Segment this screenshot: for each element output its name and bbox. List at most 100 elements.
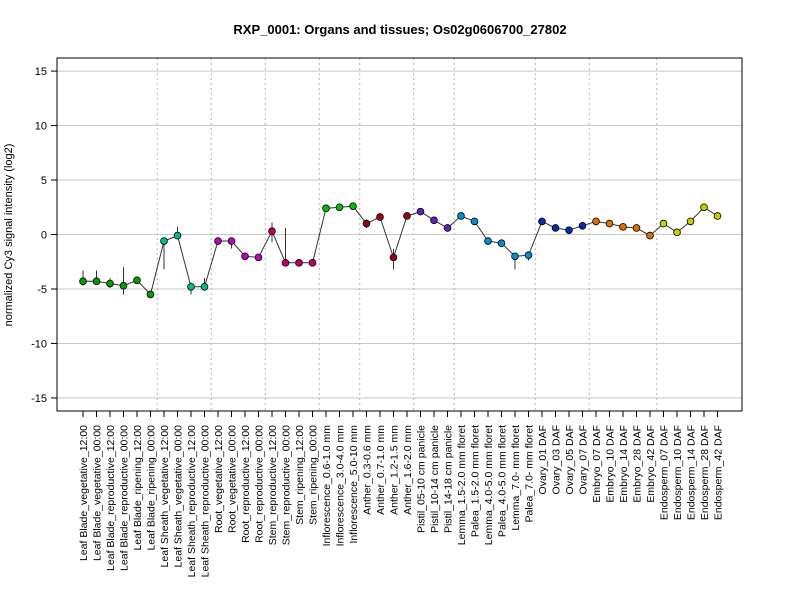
x-tick-label: Root_vegetative_12:00: [213, 425, 225, 533]
x-tick-label: Embryo_10 DAF: [605, 425, 617, 503]
data-point: [416, 207, 425, 216]
x-tick-label: Palea_4.0-5.0 mm floret: [497, 425, 509, 537]
x-tick-label: Stem_reproductive_12:00: [267, 425, 279, 545]
y-tick-label: -10: [31, 338, 47, 350]
series-line-layer: [83, 205, 718, 296]
data-point: [700, 203, 708, 212]
x-tick-label: Leaf Sheath_vegetative_12:00: [159, 425, 171, 568]
data-point: [524, 251, 533, 260]
x-tick-label: Inflorescence_5.0-10 mm: [348, 425, 360, 544]
x-tick-label: Ovary_07 DAF: [578, 425, 590, 494]
x-tick-label: Anther_0.3-0.6 mm: [362, 425, 374, 515]
x-tick-label: Embryo_42 DAF: [645, 425, 657, 503]
x-tick-label: Leaf Blade_vegetative_12:00: [78, 425, 90, 561]
x-tick-label: Inflorescence_3.0-4.0 mm: [335, 425, 347, 547]
y-axis-label: normalized Cy3 signal intensity (log2): [3, 144, 15, 327]
x-tick-label: Pistil_14-18 cm panicle: [443, 425, 455, 533]
data-point: [146, 290, 155, 299]
data-points: [79, 202, 722, 299]
data-point: [173, 231, 182, 240]
x-tick-label: Ovary_03 DAF: [551, 425, 563, 494]
y-tick-label: -15: [31, 393, 47, 405]
x-tick-label: Leaf Blade_vegetative_00:00: [92, 425, 104, 561]
data-point: [673, 228, 681, 237]
x-tick-label: Leaf Sheath_reproductive_00:00: [200, 425, 212, 578]
series-line: [83, 205, 718, 296]
data-point: [592, 217, 600, 226]
grid-layer: [57, 70, 742, 399]
x-tick-label: Leaf Sheath_reproductive_12:00: [186, 425, 198, 578]
data-point: [659, 219, 668, 228]
x-tick-label: Embryo_07 DAF: [591, 425, 603, 503]
x-tick-label: Leaf Blade_reproductive_12:00: [105, 425, 117, 571]
data-point: [443, 224, 452, 232]
data-point: [214, 237, 222, 245]
data-point: [241, 252, 249, 261]
x-tick-label: Embryo_14 DAF: [618, 425, 630, 503]
data-point: [295, 259, 303, 267]
x-tick-label: Leaf Blade_reproductive_00:00: [119, 425, 131, 571]
y-tick-label: -5: [37, 284, 47, 296]
x-tick-label: Endosperm_42 DAF: [713, 425, 725, 520]
data-point: [578, 221, 587, 230]
x-tick-label: Ovary_05 DAF: [564, 425, 576, 494]
data-point: [349, 202, 357, 210]
x-tick-label: Ovary_01 DAF: [537, 425, 549, 494]
data-point: [362, 219, 371, 228]
x-tick-label: Endosperm_07 DAF: [659, 425, 671, 520]
y-tick-label: 10: [35, 121, 47, 133]
data-point: [389, 253, 398, 262]
data-point: [308, 259, 317, 267]
data-point: [403, 212, 411, 220]
y-axis: -15 -10 -5 0 5 10 15: [31, 66, 57, 405]
data-point: [92, 277, 101, 286]
data-point: [268, 227, 276, 236]
data-point: [106, 279, 114, 288]
x-tick-label: Pistil_10-14 cm panicle: [429, 425, 441, 533]
data-point: [187, 282, 195, 291]
x-tick-label: Pistil_05-10 cm panicle: [416, 425, 428, 533]
x-tick-label: Anther_1.6-2.0 mm: [402, 425, 414, 515]
x-tick-label: Leaf Blade_ripening_12:00: [132, 425, 144, 551]
data-point: [119, 281, 128, 290]
data-point: [200, 282, 209, 291]
data-point: [376, 213, 384, 221]
data-point: [430, 216, 438, 225]
data-point: [281, 259, 290, 267]
data-point: [619, 223, 627, 231]
data-point: [335, 203, 344, 212]
data-point: [457, 212, 465, 220]
y-tick-label: 0: [41, 230, 47, 242]
x-tick-label: Stem_reproductive_00:00: [281, 425, 293, 545]
x-tick-label: Leaf Blade_ripening_00:00: [146, 425, 158, 551]
data-point: [133, 276, 141, 285]
y-tick-label: 5: [41, 175, 47, 187]
y-tick-label: 15: [35, 66, 47, 78]
x-tick-label: Stem_ripening_00:00: [308, 425, 320, 525]
chart-title: RXP_0001: Organs and tissues; Os02g06067…: [233, 22, 566, 37]
x-tick-label: Endosperm_28 DAF: [699, 425, 711, 520]
data-point: [551, 224, 560, 232]
x-tick-label: Endosperm_14 DAF: [686, 425, 698, 520]
data-point: [713, 212, 722, 220]
data-point: [646, 231, 654, 240]
data-point: [686, 217, 695, 226]
x-tick-label: Lemma_7.0- mm floret: [510, 425, 522, 531]
x-tick-label: Leaf Sheath_vegetative_00:00: [173, 425, 185, 568]
x-tick-label: Lemma_4.0-5.0 mm floret: [483, 425, 495, 545]
x-tick-label: Palea_1.5-2.0 mm floret: [470, 425, 482, 537]
x-tick-label: Root_vegetative_00:00: [227, 425, 239, 533]
data-point: [632, 224, 641, 232]
error-bars: [82, 203, 718, 297]
data-point: [511, 252, 519, 261]
x-tick-label: Embryo_28 DAF: [632, 425, 644, 503]
x-tick-label: Root_reproductive_12:00: [240, 425, 252, 543]
data-point: [79, 277, 87, 286]
data-point: [227, 237, 236, 245]
data-point: [605, 219, 614, 228]
data-point: [470, 217, 479, 226]
x-tick-label: Inflorescence_0.6-1.0 mm: [321, 425, 333, 547]
data-point: [254, 253, 263, 262]
data-point: [538, 217, 546, 226]
